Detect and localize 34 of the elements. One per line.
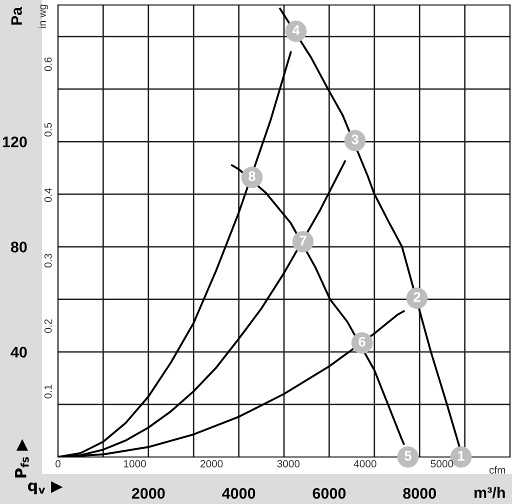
x2-axis-title: cfm xyxy=(489,466,506,474)
y2-tick-label: 0.3 xyxy=(44,254,52,268)
x2-tick-label: 4000 xyxy=(354,460,376,468)
x-tick-label: 8000 xyxy=(403,488,436,499)
y2-tick-label: 0.6 xyxy=(44,57,52,72)
x-tick-label: 6000 xyxy=(312,488,346,499)
x-tick-label: 4000 xyxy=(222,488,256,499)
y-tick-label: 80 xyxy=(10,242,27,252)
annotation: 8 xyxy=(248,171,256,182)
y-axis-title: Pa xyxy=(11,6,22,25)
x2-tick-label: 1000 xyxy=(124,460,146,468)
annotation: 3 xyxy=(351,134,358,144)
x2-tick-label: 2000 xyxy=(200,460,223,468)
x2-tick-label: 3000 xyxy=(277,460,300,468)
y-tick-label: 40 xyxy=(10,346,27,358)
x2-tick-label: 0 xyxy=(56,460,60,468)
y-tick-label: 120 xyxy=(2,136,27,148)
line-series xyxy=(231,164,405,445)
text: P$_{fs}$ ▶ xyxy=(15,439,29,478)
annotation: 6 xyxy=(358,336,366,347)
text: q$_{v}$ ▶ xyxy=(28,481,63,494)
x-tick-label: 2000 xyxy=(132,488,165,499)
y2-axis-title: in wg xyxy=(38,4,48,28)
y2-tick-label: 0.2 xyxy=(44,319,52,333)
annotation: 5 xyxy=(404,451,412,461)
annotation: 4 xyxy=(292,25,300,35)
annotation: 2 xyxy=(414,292,420,302)
x-axis-title: m³/h xyxy=(474,486,505,498)
annotation: 7 xyxy=(300,236,306,246)
y2-tick-label: 0.5 xyxy=(44,122,52,137)
annotation: 1 xyxy=(458,451,464,461)
y2-tick-label: 0.1 xyxy=(44,384,52,398)
y2-tick-label: 0.4 xyxy=(44,188,52,202)
x2-tick-label: 5000 xyxy=(430,460,454,468)
